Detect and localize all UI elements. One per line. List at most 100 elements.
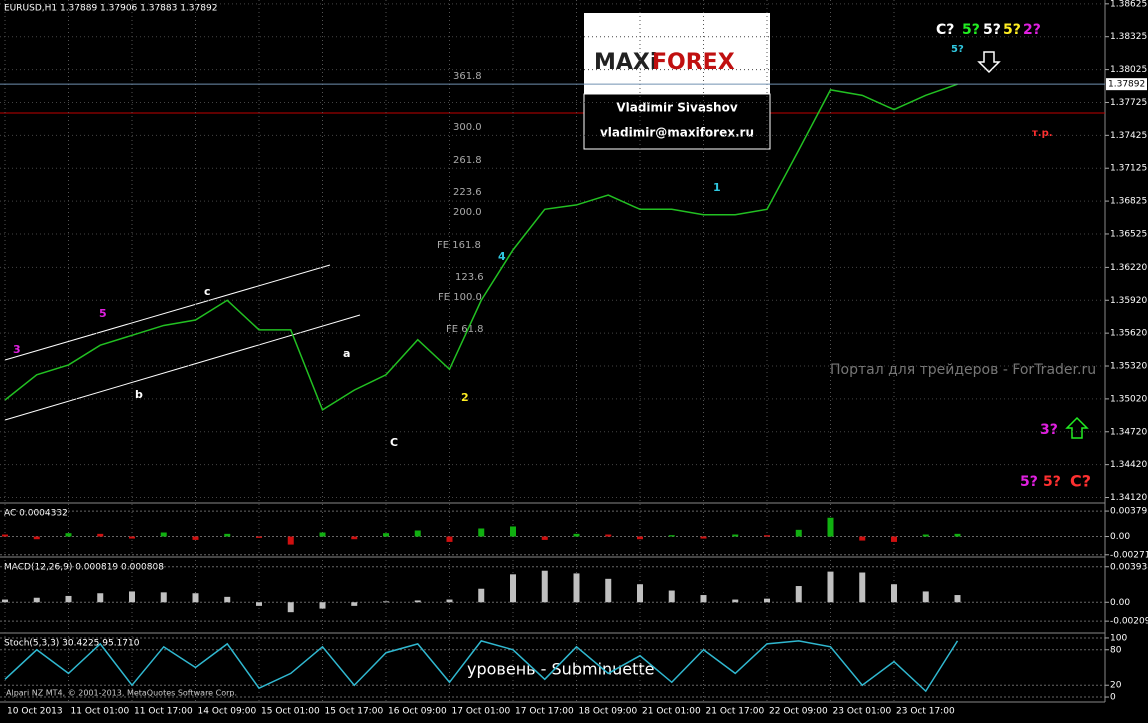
bar xyxy=(827,571,834,603)
bar xyxy=(129,536,135,539)
bar xyxy=(446,599,453,603)
y-tick-label: 1.34420 xyxy=(1110,460,1147,470)
x-tick-label: 16 Oct 09:00 xyxy=(388,707,447,717)
y-tick-label: 1.37425 xyxy=(1110,131,1147,141)
x-tick-label: 10 Oct 2013 xyxy=(7,707,63,717)
bar xyxy=(795,529,802,537)
y-tick-label: 1.38025 xyxy=(1110,65,1147,75)
bar xyxy=(287,602,294,613)
bar xyxy=(605,534,612,537)
bar xyxy=(732,599,739,603)
bar xyxy=(510,574,516,603)
x-tick-label: 11 Oct 17:00 xyxy=(134,707,193,717)
wave-label: 5? xyxy=(1003,22,1021,38)
bar xyxy=(859,536,866,541)
pane-title: EURUSD,H1 1.37889 1.37906 1.37883 1.3789… xyxy=(4,4,217,14)
bar xyxy=(129,591,135,603)
fib-label: 300.0 xyxy=(453,122,482,133)
y-tick-label: 0.00 xyxy=(1110,532,1130,542)
bar xyxy=(510,526,516,537)
bar xyxy=(478,588,485,603)
wave-label: 5? xyxy=(983,22,1001,38)
bar xyxy=(33,536,40,540)
logo: MAXi FOREX Vladimir Sivashov vladimir@ma… xyxy=(583,13,771,150)
bar xyxy=(605,578,612,603)
bar xyxy=(891,584,897,603)
x-tick-label: 21 Oct 01:00 xyxy=(642,707,701,717)
wave-label: 1 xyxy=(713,181,721,194)
bar xyxy=(637,536,643,540)
logo-brand: MAXi xyxy=(594,50,657,75)
pane-borders xyxy=(0,0,1106,703)
fib-label: FE 161.8 xyxy=(437,240,481,251)
wave-label: 3? xyxy=(1040,422,1058,438)
bar xyxy=(2,534,8,537)
last-price-box xyxy=(1106,78,1147,91)
copyright: Alpari NZ MT4, © 2001-2013, MetaQuotes S… xyxy=(6,689,237,698)
bar xyxy=(954,595,961,603)
bar xyxy=(414,600,421,603)
wave-label: 5? xyxy=(962,22,980,38)
channel xyxy=(4,264,361,421)
wave-label: C? xyxy=(936,22,954,38)
y-tick-label: 1.37125 xyxy=(1110,164,1147,174)
bar xyxy=(383,533,389,537)
wave-label: 2 xyxy=(461,391,469,404)
wave-label: a xyxy=(343,347,350,360)
logo-brand: FOREX xyxy=(652,50,735,75)
wave-label: C? xyxy=(1070,472,1091,491)
bar xyxy=(65,595,72,603)
wave-label: 5? xyxy=(1043,474,1061,490)
wave-label: 4 xyxy=(498,250,506,263)
wave-label: 5? xyxy=(1020,474,1038,490)
wave-label: 3 xyxy=(13,343,21,356)
wave-labels: C? 5? 5? 5? 2? 5? 3? 5? 5? C? т.р. 3 5 4… xyxy=(13,22,1091,491)
fib-label: FE 61.8 xyxy=(446,324,484,335)
y-tick-label: 80 xyxy=(1110,645,1122,655)
last-price-label: 1.37892 xyxy=(1108,80,1145,90)
y-tick-label: 1.36220 xyxy=(1110,263,1147,273)
bar xyxy=(2,599,8,603)
bar xyxy=(65,533,72,537)
y-tick-label: 0.003795 xyxy=(1110,507,1148,517)
author-email: vladimir@maxiforex.ru xyxy=(600,126,754,140)
bar xyxy=(922,534,929,537)
fib-label: 123.6 xyxy=(455,272,484,283)
logo-box xyxy=(584,13,770,94)
bar xyxy=(795,586,802,603)
x-tick-label: 22 Oct 09:00 xyxy=(769,707,828,717)
bar xyxy=(541,536,548,540)
bar xyxy=(446,536,453,542)
bar xyxy=(414,530,421,537)
x-tick-label: 14 Oct 09:00 xyxy=(198,707,257,717)
arrow-down xyxy=(977,51,1001,74)
bar xyxy=(637,584,643,603)
bar xyxy=(33,597,40,603)
bar xyxy=(954,533,961,537)
bar xyxy=(478,528,485,537)
bar xyxy=(224,533,231,537)
x-tick-label: 17 Oct 01:00 xyxy=(452,707,511,717)
wave-label: c xyxy=(204,285,211,298)
y-tick-label: 1.38625 xyxy=(1110,0,1147,9)
fib-label: 223.6 xyxy=(453,187,482,198)
price-line xyxy=(4,640,959,693)
bar xyxy=(319,532,326,537)
bar xyxy=(287,536,294,545)
y-tick-label: 0 xyxy=(1110,693,1116,703)
bar xyxy=(732,534,739,537)
y-tick-label: 1.37725 xyxy=(1110,98,1147,108)
bar xyxy=(192,536,199,540)
bar xyxy=(351,602,358,606)
x-tick-label: 23 Oct 17:00 xyxy=(896,707,955,717)
wave-label: 5 xyxy=(99,307,107,320)
x-tick-label: 11 Oct 01:00 xyxy=(71,707,130,717)
bar xyxy=(319,602,326,609)
fib-label: 200.0 xyxy=(453,207,482,218)
x-tick-label: 18 Oct 09:00 xyxy=(579,707,638,717)
bar xyxy=(764,535,770,537)
y-tick-label: 1.35020 xyxy=(1110,394,1147,404)
y-tick-label: 0.003938 xyxy=(1110,562,1148,572)
